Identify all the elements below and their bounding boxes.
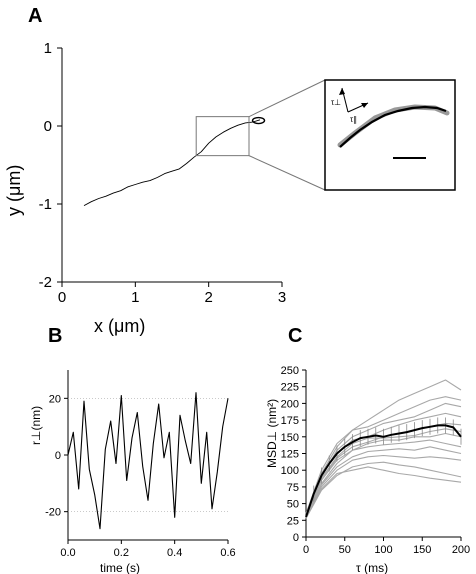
panel-a-y-tick-label: -2 xyxy=(39,274,52,291)
inset-fit-curve xyxy=(339,105,447,148)
panel-c-individual-curve xyxy=(305,379,462,518)
panel-letter-b: B xyxy=(48,325,62,347)
panel-a-x-tick-label: 0 xyxy=(58,289,66,306)
arrow-head-icon xyxy=(361,103,368,108)
panel-c-x-tick-label: 150 xyxy=(413,544,431,556)
panel-c-xlabel: τ (ms) xyxy=(356,561,388,574)
panel-c-y-tick-label: 50 xyxy=(287,499,299,511)
panel-c-individual-curve xyxy=(305,461,462,519)
panel-b-y-tick-label: 0 xyxy=(55,450,61,462)
panel-a-y-tick-label: -1 xyxy=(39,196,52,213)
panel-letter-a: A xyxy=(28,5,42,27)
inset-label-perp: τ⊥ xyxy=(331,98,341,107)
panel-c-individual-curve xyxy=(305,446,462,516)
panel-c-mean-curve xyxy=(305,424,462,518)
panel-a-zoom-box xyxy=(195,116,250,157)
panel-c-y-tick-label: 0 xyxy=(293,532,299,544)
panel-c-y-tick-label: 125 xyxy=(281,449,299,461)
panel-c-y-tick-label: 75 xyxy=(287,482,299,494)
panel-c-x-tick-label: 0 xyxy=(303,544,309,556)
panel-c-y-tick-label: 150 xyxy=(281,432,299,444)
panel-a-trajectory-loop xyxy=(251,116,266,125)
panel-c-y-tick-label: 225 xyxy=(281,382,299,394)
panel-b-y-tick-label: -20 xyxy=(45,507,61,519)
panel-a-chart: x (μm) y (μm) 0 1 2 3 -2 -1 0 1 τ⊥ τ∥ xyxy=(4,40,456,336)
panel-c-y-tick-label: 25 xyxy=(287,515,299,527)
panel-c-x-tick-label: 100 xyxy=(374,544,392,556)
panel-c-y-tick-label: 175 xyxy=(281,415,299,427)
panel-c-individual-curve xyxy=(305,454,462,518)
panel-a-zoom-connector xyxy=(248,79,326,118)
panel-c-individual-curve xyxy=(305,396,462,514)
panel-a-x-tick-label: 2 xyxy=(204,289,212,306)
inset-frame xyxy=(324,79,456,191)
panel-a-x-tick-label: 1 xyxy=(131,289,139,306)
panel-b-x-tick-label: 0.6 xyxy=(220,547,235,559)
panel-b-trace xyxy=(67,392,229,530)
panel-b-xlabel: time (s) xyxy=(100,561,140,574)
panel-b-x-tick-label: 0.0 xyxy=(60,547,75,559)
panel-c-ylabel: MSD⊥ (nm²) xyxy=(265,399,279,468)
panel-b-x-tick-label: 0.4 xyxy=(167,547,182,559)
panel-b-y-tick-label: 20 xyxy=(49,393,61,405)
panel-a-x-tick-label: 3 xyxy=(278,289,286,306)
panel-a-zoom-connector xyxy=(248,155,326,191)
panel-b-chart: time (s) r⊥(nm) 0.0 0.2 0.4 0.6 -20 0 20 xyxy=(29,370,236,574)
panel-c-chart: τ (ms) MSD⊥ (nm²) 0 50 100 150 200 0 25 50 75 100… xyxy=(265,365,470,574)
panel-a-trajectory xyxy=(83,119,261,206)
inset-zoom: τ⊥ τ∥ xyxy=(324,79,456,191)
panel-c-x-tick-label: 200 xyxy=(452,544,470,556)
panel-c-y-tick-label: 100 xyxy=(281,465,299,477)
arrow-head-icon xyxy=(339,88,345,95)
panel-b-x-tick-label: 0.2 xyxy=(114,547,129,559)
inset-label-par: τ∥ xyxy=(350,115,357,124)
panel-c-y-tick-label: 200 xyxy=(281,398,299,410)
panel-c-individual-curve xyxy=(305,466,462,518)
panel-a-xlabel: x (μm) xyxy=(94,316,145,336)
panel-c-x-tick-label: 50 xyxy=(339,544,351,556)
panel-a-y-tick-label: 0 xyxy=(44,118,52,135)
panel-letter-c: C xyxy=(288,325,302,347)
panel-a-ylabel: y (μm) xyxy=(4,165,24,216)
panel-a-y-tick-label: 1 xyxy=(44,40,52,57)
panel-b-ylabel: r⊥(nm) xyxy=(29,406,43,445)
panel-c-y-tick-label: 250 xyxy=(281,365,299,377)
